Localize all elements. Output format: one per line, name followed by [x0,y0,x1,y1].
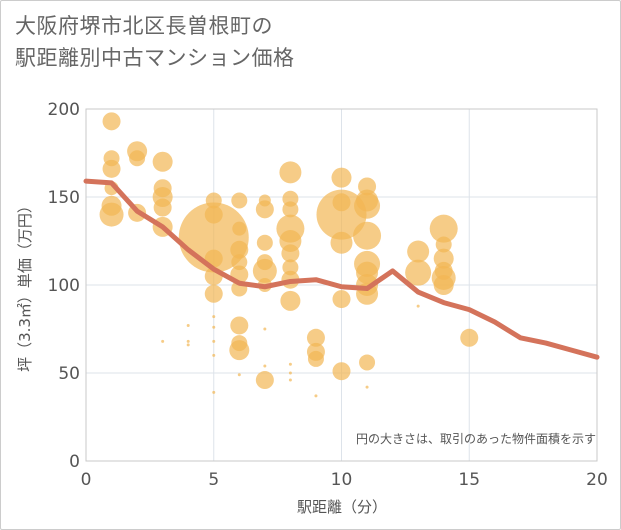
data-bubble [435,236,452,253]
y-tick-label: 50 [58,364,80,384]
data-bubble [332,290,351,309]
data-bubble [460,328,479,347]
data-bubble [330,231,353,254]
data-bubble [231,192,248,209]
x-tick-label: 15 [458,470,480,490]
data-bubble [252,258,277,283]
data-bubble [365,385,369,389]
data-bubble [282,201,299,218]
data-bubble [161,339,165,343]
data-bubble [237,373,241,377]
data-bubble [288,378,292,382]
data-bubble [307,350,324,367]
data-bubble [99,202,124,227]
data-bubble [331,167,352,188]
x-tick-label: 10 [331,470,353,490]
chart-title: 大阪府堺市北区長曽根町の 駅距離別中古マンション価格 [15,10,295,74]
x-tick-label: 5 [208,470,219,490]
data-bubble [212,315,216,319]
data-bubble [316,189,367,240]
data-bubble [416,304,420,308]
data-bubble [306,328,325,347]
bubble-layer [99,112,479,398]
plot-area-border [85,108,598,462]
data-bubble [279,161,302,184]
data-bubble [354,192,381,219]
data-bubble [186,339,190,343]
y-tick-label: 100 [48,276,80,296]
data-bubble [212,339,216,343]
data-bubble [212,390,216,394]
data-bubble [263,364,267,368]
data-bubble [230,240,249,259]
data-bubble [332,362,351,381]
data-bubble [407,240,430,263]
data-bubble [263,327,267,331]
x-axis-label: 駅距離（分） [297,498,387,516]
chart-title-line1: 大阪府堺市北区長曽根町の [15,14,273,38]
data-bubble [256,234,273,251]
data-bubble [255,200,274,219]
data-bubble [280,290,301,311]
data-bubble [153,198,172,217]
chart-title-line2: 駅距離別中古マンション価格 [15,46,295,70]
data-bubble [429,214,458,243]
data-bubble [102,159,121,178]
data-bubble [288,362,292,366]
data-bubble [232,221,247,236]
data-bubble [433,275,454,295]
data-bubble [255,371,274,390]
data-bubble [281,244,300,263]
bubble-size-note: 円の大きさは、取引のあった物件面積を示す [356,431,596,446]
data-bubble [231,254,248,271]
data-bubble [230,316,249,335]
y-tick-label: 0 [69,452,80,472]
data-bubble [129,150,146,167]
x-tick-label: 0 [81,470,92,490]
data-bubble [314,394,318,398]
data-bubble [288,371,292,375]
data-bubble [229,340,250,361]
data-bubble [186,343,190,347]
x-tick-label: 20 [586,470,608,490]
data-bubble [186,323,190,327]
data-bubble [212,325,216,329]
y-tick-label: 200 [48,100,80,120]
data-bubble [152,151,173,172]
y-tick-label: 150 [48,188,80,208]
y-axis-label: 坪（3.3㎡）単価（万円） [16,198,34,372]
trend-line-layer [83,178,600,360]
data-bubble [282,259,299,276]
trend-line [83,178,600,360]
data-bubble [212,353,216,357]
data-bubble [359,354,376,371]
data-bubble [405,259,432,286]
data-bubble [102,112,121,131]
data-bubble [204,284,223,303]
data-bubble [353,221,382,250]
